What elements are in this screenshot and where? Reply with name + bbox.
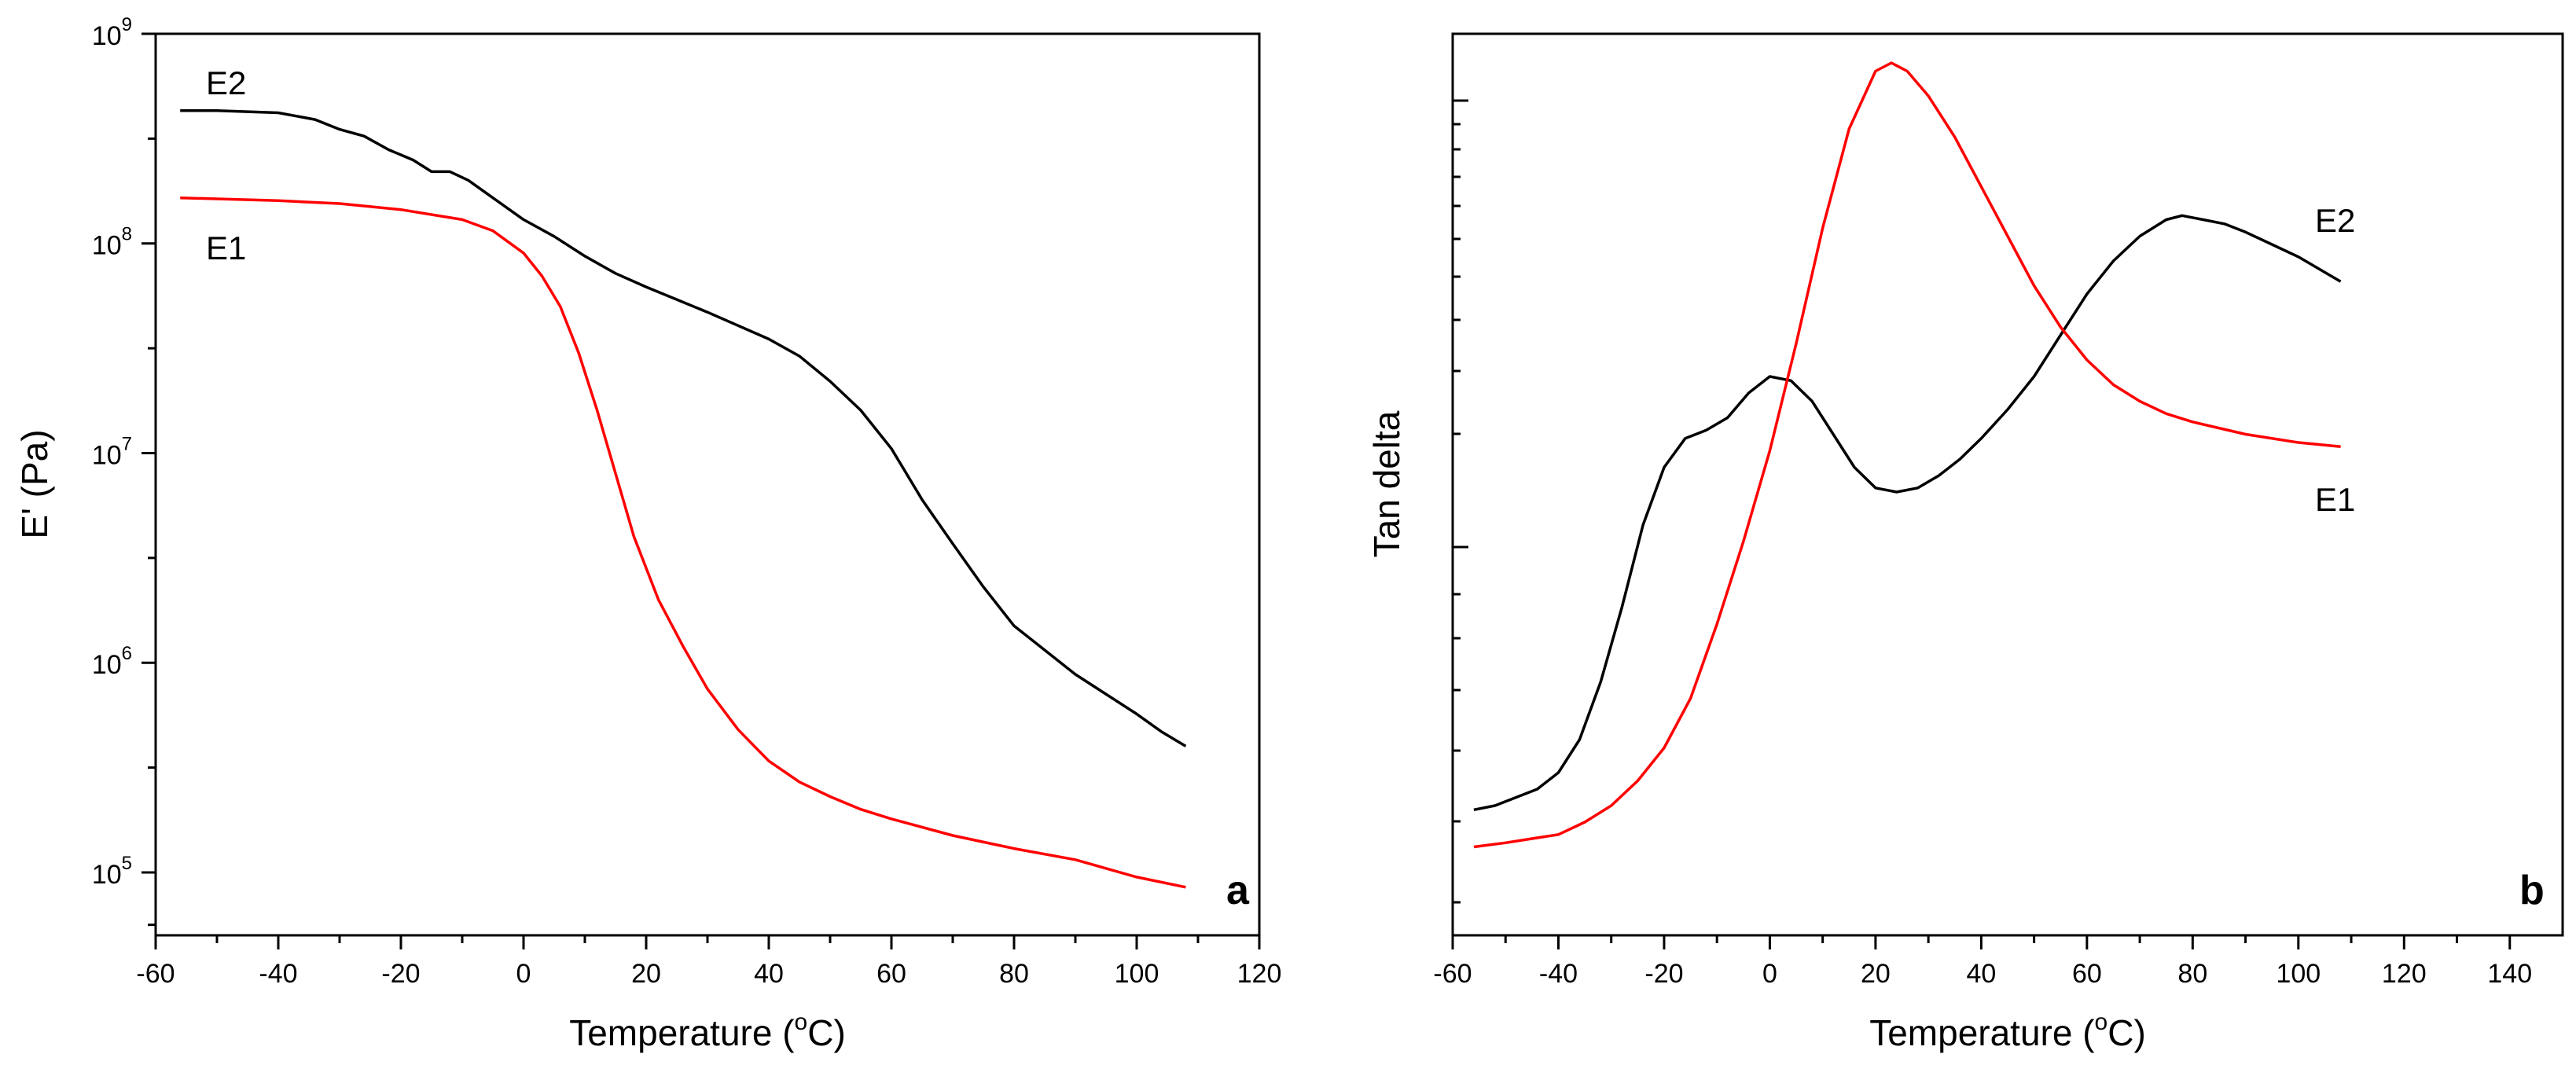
panel-a-y-tick-label: 109 <box>92 14 132 51</box>
panel-b: -60 -40 -20 0 20 40 60 80 100 120 140 Temperature … <box>1366 32 2564 1053</box>
panel-a-x-tick-label: 0 <box>516 959 531 989</box>
panel-b-x-axis-title: Temperature (oC) <box>1869 1009 2146 1053</box>
panel-b-series-e2 <box>1473 214 2342 812</box>
panel-a-x-tick-label: -40 <box>259 959 297 989</box>
panel-b-x-tick-label: 40 <box>1966 959 1996 989</box>
panel-a-x-tick-label: 80 <box>999 959 1029 989</box>
panel-b-y-ticks <box>1453 99 1468 904</box>
panel-b-label-e2: E2 <box>2315 202 2355 239</box>
panel-b-x-tick-label: 120 <box>2382 959 2427 989</box>
panel-b-x-tick-label: 60 <box>2072 959 2102 989</box>
panel-a-label-e1: E1 <box>206 230 246 266</box>
panel-a-series <box>180 109 1187 889</box>
panel-a-y-tick-label: 105 <box>92 853 132 890</box>
panel-b-x-tick-label: 20 <box>1861 959 1891 989</box>
panel-a-label-e2: E2 <box>206 64 246 101</box>
panel-b-letter: b <box>2519 868 2545 913</box>
panel-a: -60 -40 -20 0 20 40 60 80 100 120 105 106 107 108 109… <box>14 14 1281 1053</box>
panel-a-frame <box>154 32 1261 937</box>
panel-a-y-tick-label: 107 <box>92 433 132 470</box>
panel-a-x-tick-label: 60 <box>876 959 906 989</box>
panel-a-x-tick-label: -20 <box>381 959 420 989</box>
panel-b-x-tick-label: -60 <box>1433 959 1472 989</box>
panel-a-x-tick-label: 120 <box>1237 959 1282 989</box>
panel-a-letter: a <box>1226 868 1250 913</box>
panel-b-x-tick-label: 80 <box>2177 959 2207 989</box>
panel-a-x-tick-label: 40 <box>754 959 784 989</box>
panel-b-series <box>1473 61 2342 849</box>
panel-b-x-tick-label: -20 <box>1644 959 1683 989</box>
panel-a-series-e2 <box>180 109 1187 747</box>
panel-a-x-ticks: -60 -40 -20 0 20 40 60 80 100 120 <box>136 935 1281 989</box>
panel-a-x-tick-label: 100 <box>1115 959 1159 989</box>
panel-b-x-tick-label: 140 <box>2487 959 2532 989</box>
panel-b-x-ticks: -60 -40 -20 0 20 40 60 80 100 120 140 <box>1433 935 2532 989</box>
panel-a-x-tick-label: -60 <box>136 959 175 989</box>
panel-a-series-e1 <box>180 196 1186 889</box>
panel-b-x-tick-label: 0 <box>1762 959 1777 989</box>
panel-b-x-tick-label: -40 <box>1539 959 1578 989</box>
panel-b-label-e1: E1 <box>2315 481 2355 518</box>
panel-a-y-ticks: 105 106 107 108 109 <box>92 14 156 927</box>
panel-a-y-tick-label: 106 <box>92 643 132 680</box>
panel-b-y-axis-title: Tan delta <box>1366 410 1407 557</box>
panel-b-x-tick-label: 100 <box>2276 959 2321 989</box>
panel-b-series-e1 <box>1473 61 2341 849</box>
panel-b-frame <box>1451 32 2564 937</box>
panel-a-y-axis-title: E' (Pa) <box>14 429 55 538</box>
panel-a-x-axis-title: Temperature (oC) <box>569 1009 846 1053</box>
panel-a-y-tick-label: 108 <box>92 224 132 261</box>
panel-a-x-tick-label: 20 <box>631 959 661 989</box>
